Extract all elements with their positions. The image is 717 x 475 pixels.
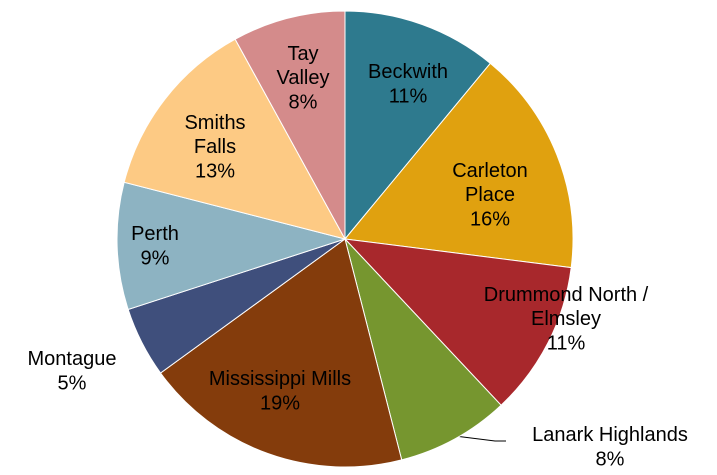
value-label: 9% bbox=[141, 247, 170, 269]
pie-slice bbox=[234, 10, 346, 240]
pie-slice bbox=[116, 181, 347, 311]
pie-slice bbox=[344, 238, 502, 461]
slice-label: Perth bbox=[131, 223, 179, 245]
slice-label: Tay Valley bbox=[277, 43, 330, 89]
value-label: 8% bbox=[289, 91, 318, 113]
leader-line bbox=[454, 435, 506, 442]
value-label: 8% bbox=[596, 448, 625, 470]
value-label: 11% bbox=[547, 332, 586, 354]
value-label: 13% bbox=[195, 160, 235, 182]
value-label: 19% bbox=[260, 392, 300, 414]
pie-slice bbox=[123, 38, 346, 240]
pie-slice bbox=[344, 62, 574, 269]
slice-label: Smiths Falls bbox=[184, 112, 245, 158]
pie-slice bbox=[343, 238, 572, 406]
slice-label: Drummond North / Elmsley bbox=[484, 284, 649, 330]
slice-label: Lanark Highlands bbox=[532, 424, 688, 446]
slice-label: Mississippi Mills bbox=[209, 368, 351, 390]
pie-slice bbox=[344, 10, 492, 241]
value-label: 16% bbox=[470, 208, 510, 230]
slice-label: Montague bbox=[28, 348, 117, 370]
slice-label: Beckwith bbox=[368, 61, 448, 83]
pie-slice bbox=[159, 238, 403, 468]
value-label: 11% bbox=[389, 85, 428, 107]
value-label: 5% bbox=[58, 372, 87, 394]
slice-label: Carleton Place bbox=[452, 160, 528, 206]
